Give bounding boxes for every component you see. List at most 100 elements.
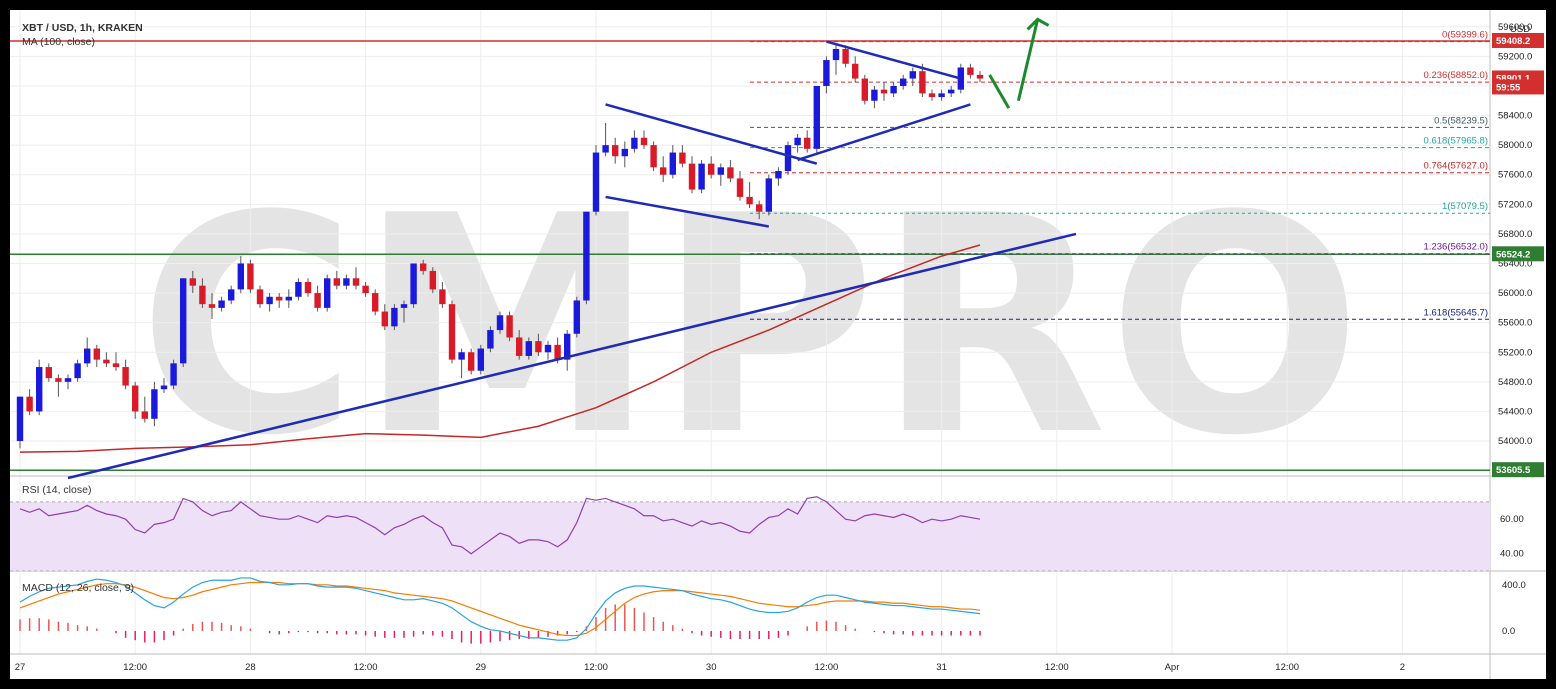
trendline (605, 195, 770, 228)
candle-body (861, 78, 868, 101)
candle-body (919, 71, 926, 94)
candle-body (554, 344, 561, 360)
ma100-line (19, 244, 981, 453)
currency-label: USD (1510, 24, 1530, 35)
fib-level-label: 1(57079.5) (1442, 201, 1488, 212)
candle-body (448, 304, 456, 360)
rsi-tick-label: 60.00 (1500, 514, 1524, 525)
candle-body (967, 67, 974, 75)
trendline (605, 103, 818, 165)
candle-body (564, 333, 571, 360)
candle-body (429, 270, 436, 290)
price-tag-label: 58901.1 (1496, 73, 1531, 84)
candle-body (928, 93, 936, 98)
macd-tick-label: 0.0 (1502, 626, 1515, 637)
candle-body (938, 93, 945, 98)
price-tick-label: 59200.0 (1498, 51, 1532, 62)
time-tick-label: 31 (936, 662, 947, 673)
fib-level-label: 0.764(57627.0) (1424, 161, 1488, 172)
candle-body (679, 152, 686, 164)
candle-body (266, 296, 273, 305)
candle-body (132, 385, 139, 412)
candle-body (208, 304, 216, 308)
price-tick-label: 54800.0 (1498, 377, 1532, 388)
fib-level-label: 0.618(57965.8) (1424, 136, 1488, 147)
candle-body (74, 363, 81, 379)
time-tick-label: 12:00 (584, 662, 608, 673)
candle-body (285, 296, 292, 301)
candle-body (16, 396, 24, 442)
candle-body (602, 145, 609, 153)
candle-body (180, 278, 187, 364)
candle-body (112, 363, 120, 368)
ma-legend[interactable]: MA (100, close) (22, 36, 95, 48)
candle-body (842, 48, 849, 64)
candle-body (621, 148, 628, 157)
candle-body (468, 352, 475, 371)
macd-line (19, 577, 981, 641)
candle-body (544, 344, 552, 353)
symbol-legend[interactable]: XBT / USD, 1h, KRAKEN (22, 22, 143, 34)
projection-arrow (988, 74, 1011, 109)
candle-body (362, 285, 369, 294)
time-tick-label: 12:00 (1275, 662, 1299, 673)
chart-canvas[interactable]: CMPRO 0(59399.6) 0.236(58852.0) 0.5(58239.5… (10, 10, 1546, 679)
candle-body (36, 367, 43, 412)
candle-body (880, 89, 888, 94)
price-tick-label: 54400.0 (1498, 406, 1532, 417)
candle-body (775, 171, 782, 179)
price-tag-label: 59408.2 (1496, 36, 1530, 47)
price-tag-label: 53605.5 (1496, 465, 1531, 476)
time-tick-label: 2 (1400, 662, 1405, 673)
rsi-line (19, 496, 981, 555)
fib-level-label: 0.5(58239.5) (1434, 115, 1488, 126)
fib-level-label: 0.236(58852.0) (1424, 70, 1488, 81)
price-chart[interactable]: CMPRO 0(59399.6) 0.236(58852.0) 0.5(58239.5… (10, 10, 1546, 679)
price-tag-box (1492, 79, 1544, 95)
candle-body (439, 289, 446, 305)
candle-body (189, 278, 196, 286)
time-tick-label: 29 (476, 662, 487, 673)
candle-body (756, 204, 763, 212)
candle-body (391, 307, 398, 327)
price-tick-label: 56000.0 (1498, 288, 1532, 299)
price-tick-label: 54000.0 (1498, 436, 1532, 447)
candle-body (170, 363, 177, 386)
price-tick-label: 57600.0 (1498, 170, 1532, 181)
candle-body (410, 263, 417, 305)
candle-body (122, 367, 129, 386)
candle-body (525, 341, 532, 356)
price-tick-label: 55600.0 (1498, 318, 1532, 329)
candle-body (352, 278, 360, 286)
candle-body (669, 152, 676, 175)
candle-body (381, 311, 388, 327)
candle-body (496, 315, 504, 331)
candle-body (727, 167, 734, 179)
macd-tick-label: 400.0 (1502, 580, 1526, 591)
candle-body (141, 411, 148, 419)
candle-body (93, 348, 100, 360)
candle-body (583, 211, 590, 301)
time-tick-label: 12:00 (123, 662, 147, 673)
candle-body (151, 389, 158, 419)
candle-body (573, 300, 580, 334)
macd-legend[interactable]: MACD (12, 26, close, 9) (22, 582, 135, 594)
price-tag-box (1492, 32, 1544, 48)
time-tick-label: 12:00 (815, 662, 839, 673)
candle-body (909, 71, 916, 79)
candle-body (804, 137, 811, 149)
price-tag-box (1492, 246, 1544, 262)
candle-body (784, 145, 792, 172)
candle-body (900, 78, 907, 86)
candle-body (314, 293, 321, 308)
fib-level-label: 1.618(55645.7) (1424, 307, 1488, 318)
candle-body (343, 278, 350, 286)
candle-body (516, 337, 523, 356)
candle-body (650, 145, 657, 168)
candle-body (736, 178, 744, 197)
candle-body (698, 163, 705, 190)
rsi-legend[interactable]: RSI (14, close) (22, 484, 92, 496)
candle-body (103, 359, 110, 364)
candle-body (324, 278, 331, 308)
